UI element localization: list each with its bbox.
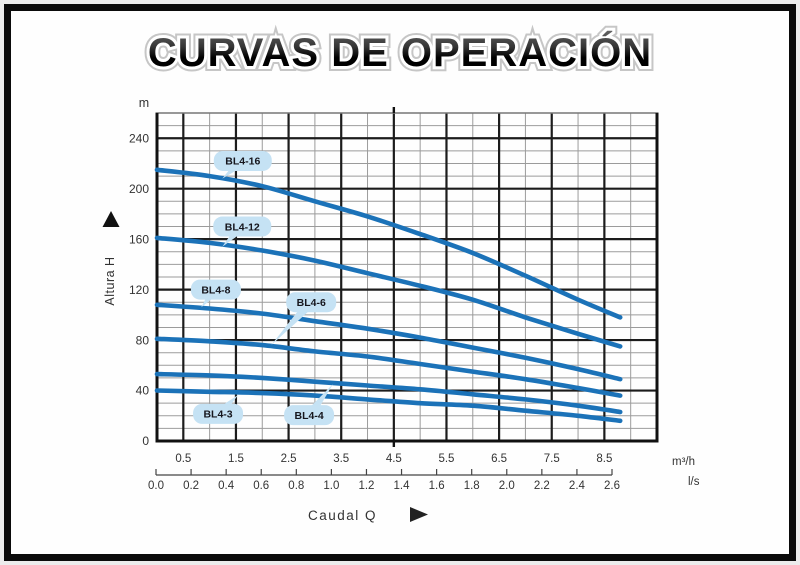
svg-text:Caudal Q: Caudal Q [308, 508, 377, 523]
svg-text:0.4: 0.4 [218, 480, 235, 492]
svg-text:160: 160 [129, 232, 149, 246]
svg-text:2.5: 2.5 [281, 453, 297, 465]
svg-text:6.5: 6.5 [491, 453, 507, 465]
curve-BL4-3 [154, 388, 623, 424]
curve-label-BL4-4: BL4-4 [284, 384, 335, 426]
svg-text:0.6: 0.6 [253, 480, 269, 492]
curve-BL4-4 [154, 371, 623, 415]
curve-BL4-8 [154, 302, 623, 382]
svg-text:7.5: 7.5 [544, 453, 560, 465]
svg-text:2.2: 2.2 [534, 480, 550, 492]
svg-text:m³/h: m³/h [672, 456, 695, 468]
svg-text:200: 200 [129, 182, 149, 196]
svg-text:BL4-3: BL4-3 [203, 409, 232, 421]
svg-text:1.8: 1.8 [464, 480, 480, 492]
curve-label-BL4-3: BL4-3 [193, 394, 244, 424]
y-axis: 0 40 80 120 160 200 240 m Altura H [102, 96, 150, 448]
svg-text:0: 0 [142, 434, 149, 448]
curve-labels: BL4-16 BL4-12 BL4-8 BL4-6 BL4-4 BL4-3 [190, 150, 337, 426]
svg-text:BL4-6: BL4-6 [297, 297, 326, 309]
page-title-outline: CURVAS DE OPERACIÓN [11, 23, 789, 83]
svg-text:2.4: 2.4 [569, 480, 586, 492]
svg-text:4.5: 4.5 [386, 453, 402, 465]
svg-text:1.6: 1.6 [429, 480, 445, 492]
svg-text:0.0: 0.0 [148, 480, 164, 492]
svg-text:0.2: 0.2 [183, 480, 199, 492]
curve-BL4-16 [154, 167, 623, 320]
svg-text:1.5: 1.5 [228, 453, 244, 465]
svg-text:2.0: 2.0 [499, 480, 515, 492]
svg-text:1.0: 1.0 [323, 480, 339, 492]
x-axis-primary: 0.5 1.5 2.5 3.5 4.5 5.5 6.5 7.5 8.5 m³/h [175, 453, 695, 468]
svg-text:l/s: l/s [688, 476, 700, 488]
curve-label-BL4-6: BL4-6 [271, 292, 337, 346]
svg-text:120: 120 [129, 283, 149, 297]
curve-label-BL4-8: BL4-8 [190, 279, 241, 308]
curve-label-BL4-12: BL4-12 [213, 216, 272, 247]
curve-BL4-6 [154, 336, 623, 398]
svg-text:5.5: 5.5 [438, 453, 454, 465]
page-title-glow: CURVAS DE OPERACIÓN [11, 23, 789, 83]
up-arrow-icon [102, 211, 120, 227]
x-axis-title: Caudal Q [308, 507, 428, 523]
svg-text:BL4-4: BL4-4 [295, 410, 324, 422]
y-axis-title: Altura H [103, 256, 117, 305]
x-axis-secondary: 0.0 0.2 0.4 0.6 0.8 1.0 1.2 1.4 1.6 1.8 2.0 2.2 2.4 2… [148, 469, 700, 492]
svg-text:40: 40 [136, 384, 150, 398]
curves [154, 167, 623, 424]
curve-BL4-12 [154, 235, 623, 349]
curve-label-BL4-16: BL4-16 [213, 150, 272, 179]
svg-text:m: m [139, 96, 149, 110]
svg-text:2.6: 2.6 [604, 480, 620, 492]
page-title: CURVAS DE OPERACIÓN CURVAS DE OPERACIÓN … [11, 23, 789, 87]
svg-text:BL4-16: BL4-16 [225, 156, 260, 168]
svg-text:1.2: 1.2 [358, 480, 374, 492]
svg-text:1.4: 1.4 [394, 480, 411, 492]
right-arrow-icon [410, 507, 428, 522]
svg-text:BL4-12: BL4-12 [225, 221, 260, 233]
outer-frame: CURVAS DE OPERACIÓN CURVAS DE OPERACIÓN … [4, 4, 796, 561]
svg-text:8.5: 8.5 [596, 453, 612, 465]
svg-text:80: 80 [136, 333, 150, 347]
svg-text:0.8: 0.8 [288, 480, 304, 492]
page-title-text: CURVAS DE OPERACIÓN [11, 23, 789, 83]
svg-text:3.5: 3.5 [333, 453, 349, 465]
svg-text:0.5: 0.5 [175, 453, 191, 465]
svg-text:240: 240 [129, 131, 149, 145]
svg-text:BL4-8: BL4-8 [201, 284, 230, 296]
